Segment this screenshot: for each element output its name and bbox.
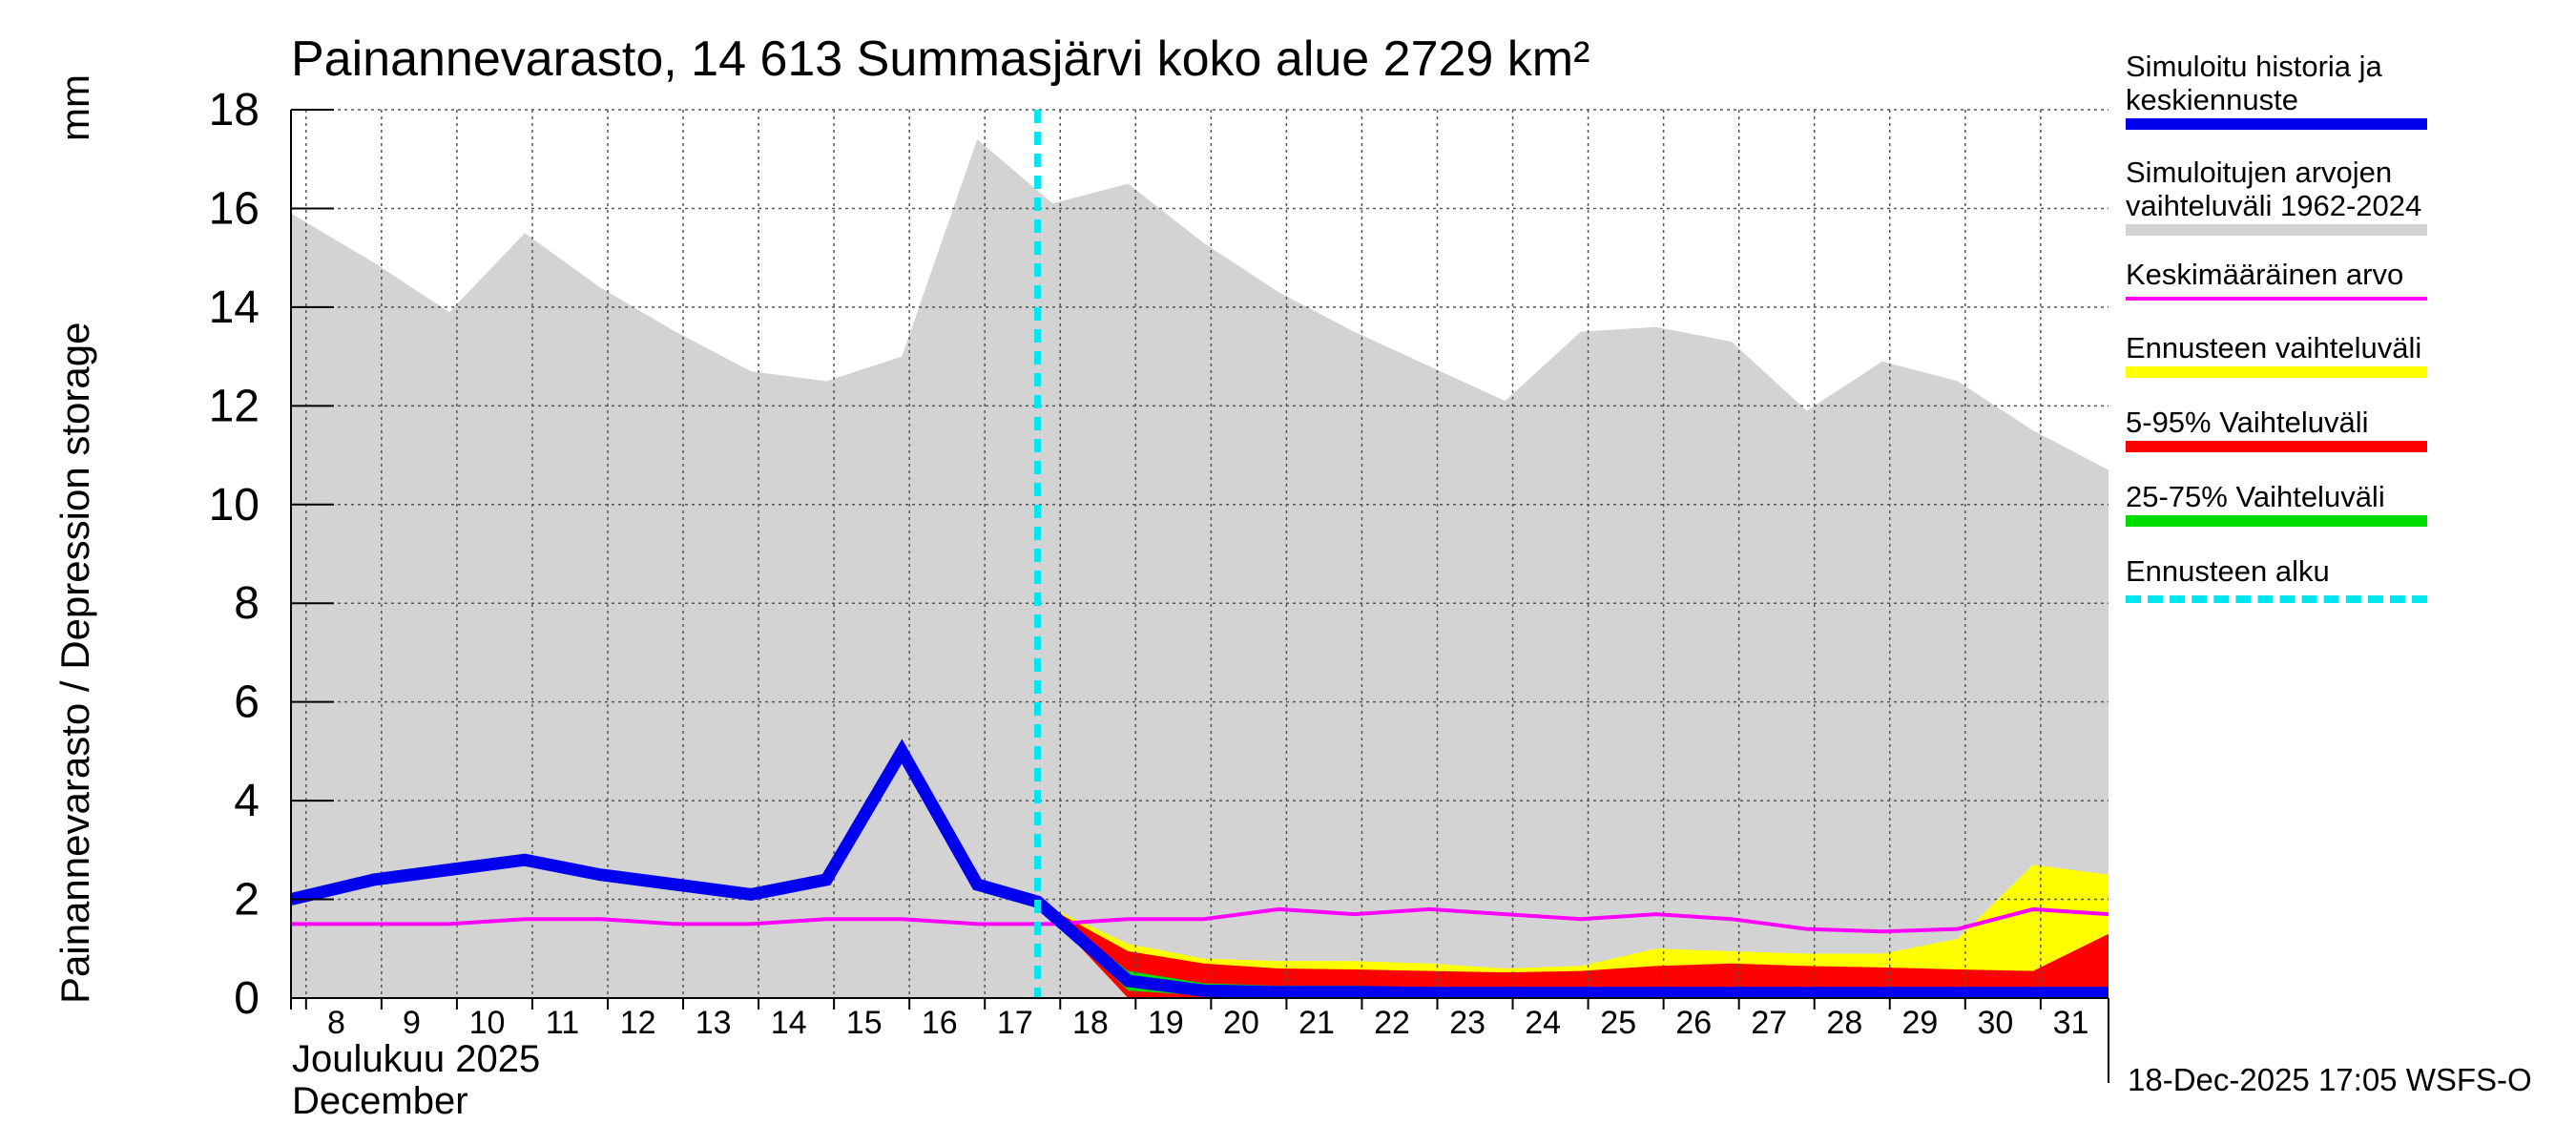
x-tick-label: 19 <box>1148 1005 1184 1041</box>
chart-title: Painannevarasto, 14 613 Summasjärvi koko… <box>291 31 1590 87</box>
legend: Simuloitu historia ja keskiennuste Simul… <box>2126 50 2441 614</box>
legend-item-5-95: 5-95% Vaihteluväli <box>2126 406 2441 480</box>
x-tick-label: 8 <box>327 1005 345 1041</box>
legend-item-forecast-start: Ennusteen alku <box>2126 554 2441 629</box>
y-tick-label: 0 <box>234 973 260 1024</box>
footer-timestamp: 18-Dec-2025 17:05 WSFS-O <box>2128 1062 2532 1097</box>
x-tick-label: 11 <box>546 1005 579 1041</box>
x-tick-label: 14 <box>771 1005 807 1041</box>
x-tick-label: 12 <box>620 1005 656 1041</box>
legend-label: Keskimääräinen arvo <box>2126 258 2404 291</box>
legend-item-range-history: Simuloitujen arvojen vaihteluväli 1962-2… <box>2126 156 2441 257</box>
x-tick-label: 20 <box>1223 1005 1259 1041</box>
x-tick-label: 13 <box>696 1005 732 1041</box>
legend-swatch <box>2126 366 2427 378</box>
x-tick-label: 28 <box>1826 1005 1862 1041</box>
x-tick-label: 26 <box>1675 1005 1712 1041</box>
y-axis-label: Painannevarasto / Depression storage <box>52 322 97 1004</box>
x-tick-label: 15 <box>846 1005 883 1041</box>
x-axis-month-en: December <box>292 1080 468 1122</box>
legend-label: Ennusteen vaihteluväli <box>2126 331 2422 364</box>
x-tick-label: 9 <box>403 1005 421 1041</box>
y-tick-label: 4 <box>234 776 260 826</box>
x-tick-label: 31 <box>2053 1005 2089 1041</box>
legend-label: Ennusteen alku <box>2126 554 2330 588</box>
legend-item-forecast-range: Ennusteen vaihteluväli <box>2126 331 2441 406</box>
y-tick-label: 14 <box>209 282 260 333</box>
y-tick-label: 18 <box>209 85 260 135</box>
band-2 <box>1037 902 2109 998</box>
legend-label: Simuloitu historia ja keskiennuste <box>2126 50 2382 116</box>
legend-label: 5-95% Vaihteluväli <box>2126 406 2369 439</box>
y-tick-label: 10 <box>209 480 260 531</box>
legend-item-mean: Keskimääräinen arvo <box>2126 258 2441 331</box>
legend-label: 25-75% Vaihteluväli <box>2126 480 2385 513</box>
band-0 <box>291 139 2109 998</box>
legend-swatch <box>2126 224 2427 236</box>
x-tick-label: 16 <box>922 1005 958 1041</box>
x-tick-label: 21 <box>1298 1005 1335 1041</box>
legend-item-history: Simuloitu historia ja keskiennuste <box>2126 50 2441 141</box>
x-tick-label: 17 <box>997 1005 1033 1041</box>
legend-item-25-75: 25-75% Vaihteluväli <box>2126 480 2441 554</box>
x-tick-label: 10 <box>469 1005 506 1041</box>
legend-swatch <box>2126 595 2427 603</box>
history-forecast-line <box>291 739 2109 998</box>
y-tick-label: 2 <box>234 875 260 926</box>
x-tick-label: 27 <box>1751 1005 1787 1041</box>
y-tick-label: 16 <box>209 183 260 234</box>
legend-swatch <box>2126 118 2427 130</box>
x-axis-month-fi: Joulukuu 2025 <box>292 1038 541 1080</box>
x-tick-label: 23 <box>1449 1005 1485 1041</box>
legend-swatch <box>2126 441 2427 452</box>
band-1 <box>1037 864 2109 998</box>
y-axis-unit: mm <box>52 74 97 141</box>
x-tick-label: 30 <box>1978 1005 2014 1041</box>
legend-label: Simuloitujen arvojen vaihteluväli 1962-2… <box>2126 156 2422 222</box>
y-tick-label: 8 <box>234 578 260 629</box>
x-tick-label: 18 <box>1072 1005 1109 1041</box>
x-tick-label: 22 <box>1374 1005 1410 1041</box>
y-tick-label: 6 <box>234 677 260 728</box>
x-tick-label: 29 <box>1901 1005 1938 1041</box>
legend-swatch <box>2126 515 2427 527</box>
x-tick-label: 25 <box>1600 1005 1636 1041</box>
x-tick-label: 24 <box>1525 1005 1561 1041</box>
mean-line <box>291 906 2109 934</box>
legend-swatch <box>2126 297 2427 301</box>
y-tick-label: 12 <box>209 381 260 431</box>
